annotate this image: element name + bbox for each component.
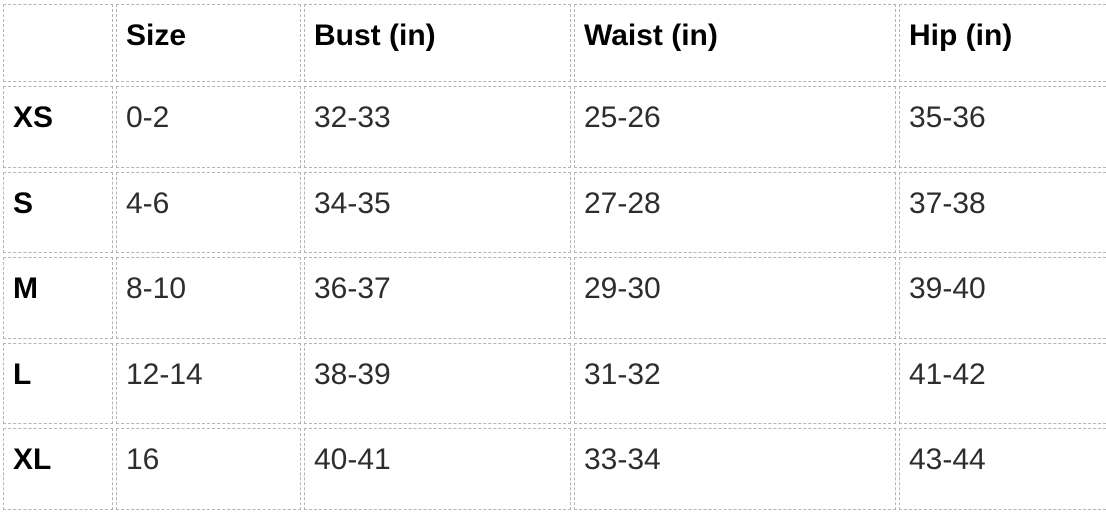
col-header-waist: Waist (in) [574, 4, 896, 82]
cell-xl-size: 16 [116, 428, 301, 510]
table-row-xs: XS 0-2 32-33 25-26 35-36 [3, 86, 1106, 168]
cell-m-size: 8-10 [116, 257, 301, 339]
cell-m-hip: 39-40 [899, 257, 1106, 339]
cell-l-waist: 31-32 [574, 342, 896, 425]
cell-m-waist: 29-30 [574, 257, 896, 339]
col-header-bust: Bust (in) [304, 4, 571, 82]
cell-m-bust: 36-37 [304, 257, 571, 339]
table-row-xl: XL 16 40-41 33-34 43-44 [3, 428, 1106, 510]
row-label-m: M [3, 257, 113, 339]
row-label-xs: XS [3, 86, 113, 168]
cell-xs-bust: 32-33 [304, 86, 571, 168]
col-header-blank [3, 4, 113, 82]
cell-l-size: 12-14 [116, 342, 301, 425]
table-row-m: M 8-10 36-37 29-30 39-40 [3, 257, 1106, 339]
cell-l-hip: 41-42 [899, 342, 1106, 425]
table-row-s: S 4-6 34-35 27-28 37-38 [3, 171, 1106, 254]
row-label-l: L [3, 342, 113, 425]
cell-xl-hip: 43-44 [899, 428, 1106, 510]
cell-l-bust: 38-39 [304, 342, 571, 425]
cell-xs-waist: 25-26 [574, 86, 896, 168]
cell-xs-size: 0-2 [116, 86, 301, 168]
cell-xl-waist: 33-34 [574, 428, 896, 510]
cell-s-size: 4-6 [116, 171, 301, 254]
header-row: Size Bust (in) Waist (in) Hip (in) [3, 4, 1106, 82]
col-header-hip: Hip (in) [899, 4, 1106, 82]
row-label-s: S [3, 171, 113, 254]
cell-s-waist: 27-28 [574, 171, 896, 254]
row-label-xl: XL [3, 428, 113, 510]
cell-xs-hip: 35-36 [899, 86, 1106, 168]
cell-s-hip: 37-38 [899, 171, 1106, 254]
cell-s-bust: 34-35 [304, 171, 571, 254]
col-header-size: Size [116, 4, 301, 82]
table-row-l: L 12-14 38-39 31-32 41-42 [3, 342, 1106, 425]
cell-xl-bust: 40-41 [304, 428, 571, 510]
